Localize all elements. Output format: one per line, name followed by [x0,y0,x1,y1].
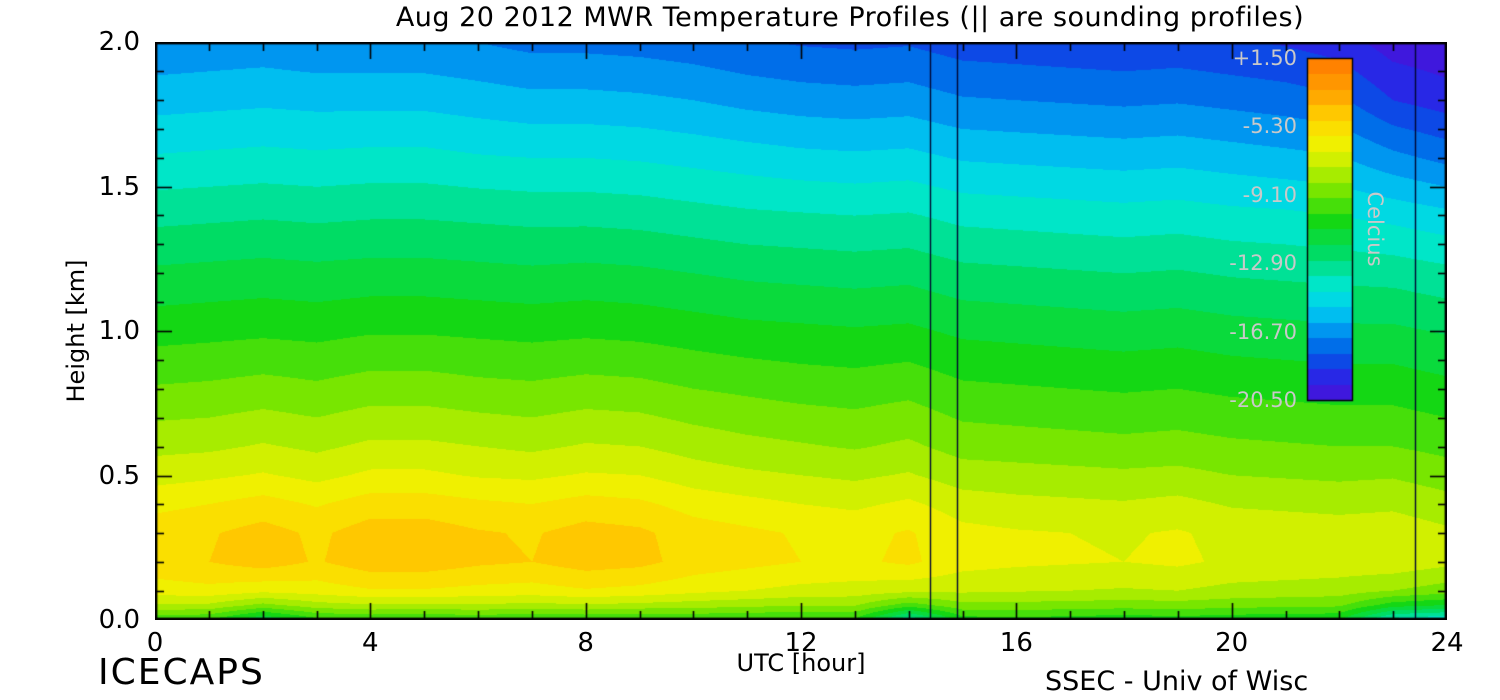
temperature-heatmap-canvas [155,42,1447,620]
colorbar-tick-label: -20.50 [1229,388,1297,412]
x-tick-label: 8 [577,628,594,658]
y-tick-label: 0.0 [98,605,140,635]
x-axis-label: UTC [hour] [736,649,866,677]
chart-title: Aug 20 2012 MWR Temperature Profiles (||… [395,2,1305,33]
x-tick-label: 0 [146,628,164,658]
y-tick-label: 2.0 [98,27,140,57]
colorbar-tick-label: -16.70 [1229,319,1297,344]
x-tick-label: 16 [999,628,1033,658]
y-tick-label: 1.0 [98,316,140,346]
colorbar-tick-label: +1.50 [1232,46,1297,70]
x-tick-label: 4 [362,628,379,658]
colorbar-tick-label: -12.90 [1229,251,1297,276]
x-tick-label: 24 [1430,628,1464,658]
colorbar-units-label: Celcius [1363,191,1387,267]
y-tick-label: 1.5 [98,171,140,202]
icecaps-watermark: ICECAPS [98,652,265,693]
colorbar-tick-label: -9.10 [1242,182,1297,207]
colorbar-tick-label: -5.30 [1242,114,1297,139]
ssec-credit: SSEC - Univ of Wisc [1045,666,1309,697]
y-tick-label: 0.5 [98,460,140,491]
x-tick-label: 20 [1215,628,1249,658]
x-tick-label: 12 [784,628,818,658]
